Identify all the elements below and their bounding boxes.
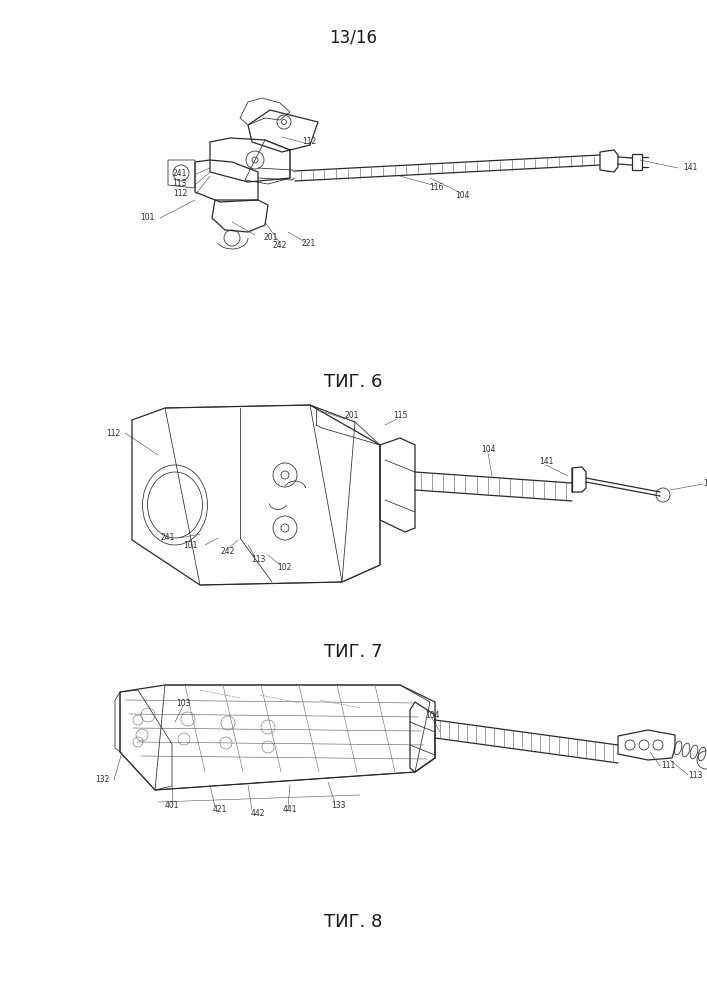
Text: 242: 242 (221, 548, 235, 556)
Text: 241: 241 (160, 534, 175, 542)
Text: 104: 104 (455, 190, 469, 200)
Text: 141: 141 (539, 458, 553, 466)
Text: ΤИГ. 7: ΤИГ. 7 (324, 643, 382, 661)
Text: 103: 103 (176, 698, 190, 708)
Text: 132: 132 (95, 776, 110, 784)
Text: 401: 401 (165, 802, 180, 810)
Text: 112: 112 (173, 190, 187, 198)
Text: 113: 113 (173, 180, 187, 188)
Text: 242: 242 (273, 241, 287, 250)
Text: 102: 102 (277, 564, 291, 572)
Text: 111: 111 (703, 480, 707, 488)
Text: 113: 113 (688, 770, 702, 780)
Text: 104: 104 (481, 446, 495, 454)
Text: 241: 241 (173, 169, 187, 178)
Text: 421: 421 (213, 806, 227, 814)
Text: 442: 442 (251, 808, 265, 818)
Text: 441: 441 (283, 806, 297, 814)
Text: 112: 112 (106, 428, 120, 438)
Text: 113: 113 (251, 556, 265, 564)
Text: 141: 141 (683, 163, 697, 172)
Text: 116: 116 (429, 184, 443, 192)
Text: 104: 104 (425, 710, 439, 720)
Text: ΤИГ. 6: ΤИГ. 6 (324, 373, 382, 391)
Text: 201: 201 (264, 233, 278, 242)
Text: 13/16: 13/16 (329, 29, 377, 47)
Text: 115: 115 (393, 412, 407, 420)
Text: ΤИГ. 8: ΤИГ. 8 (324, 913, 382, 931)
Text: 221: 221 (302, 239, 316, 248)
Text: 111: 111 (661, 762, 675, 770)
Text: 201: 201 (345, 412, 359, 420)
Text: 101: 101 (141, 214, 155, 223)
Text: 112: 112 (302, 137, 316, 146)
Text: 101: 101 (184, 540, 198, 550)
Text: 133: 133 (331, 802, 345, 810)
